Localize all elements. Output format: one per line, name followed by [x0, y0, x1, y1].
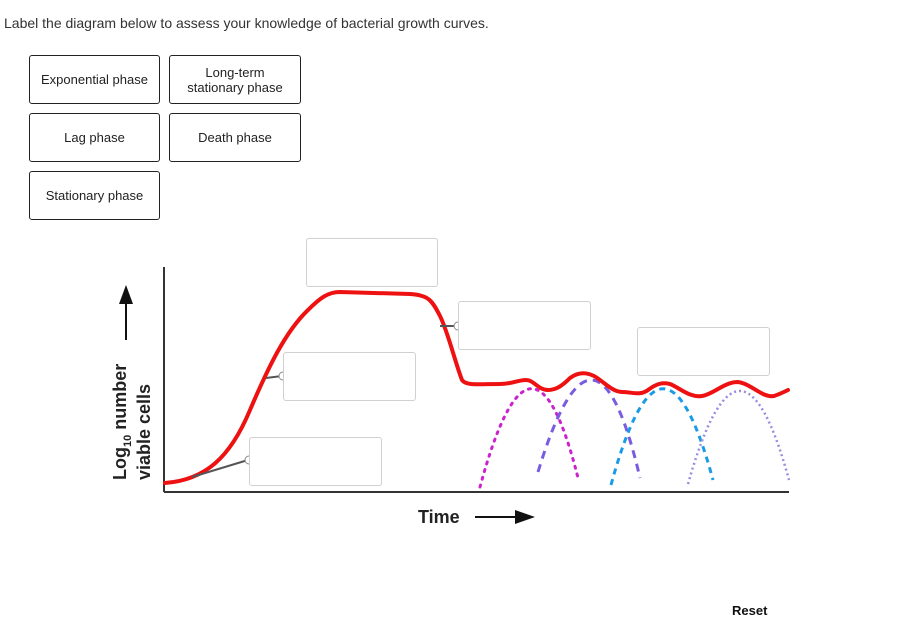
label-long-term-line: stationary phase [187, 79, 283, 95]
svg-text:Log10 number: Log10 number [110, 364, 134, 480]
instructions: Label the diagram below to assess your k… [4, 15, 489, 31]
x-axis-arrow-head [515, 510, 535, 524]
drop-target-long-term-stationary[interactable] [637, 327, 770, 376]
drop-target-exponential[interactable] [283, 352, 416, 401]
leader-line-lag [191, 459, 249, 478]
drop-target-death[interactable] [458, 301, 591, 350]
regrowth-curve-blue [609, 387, 715, 486]
label-exponential-phase[interactable]: Exponential phase [29, 55, 160, 104]
regrowth-curve-magenta [478, 387, 580, 489]
reset-button[interactable]: Reset [732, 603, 768, 618]
y-axis-arrow-head [119, 285, 133, 304]
drop-target-stationary[interactable] [306, 238, 438, 287]
y-label-log: Log [110, 447, 130, 480]
regrowth-curve-purple [536, 378, 642, 479]
growth-curve [163, 290, 790, 485]
label-lag-phase[interactable]: Lag phase [29, 113, 160, 162]
label-long-term-stationary-phase[interactable]: Long-term stationary phase [169, 55, 301, 104]
y-axis-label: Log10 number viable cells [110, 364, 154, 480]
y-label-line2: viable cells [134, 384, 154, 480]
regrowth-curve-lavender [686, 389, 791, 485]
y-label-sub: 10 [122, 435, 134, 447]
x-axis-label: Time [418, 507, 460, 527]
label-stationary-phase[interactable]: Stationary phase [29, 171, 160, 220]
y-label-number: number [110, 364, 130, 435]
label-long-term-line: Long-term [205, 64, 265, 80]
label-death-phase[interactable]: Death phase [169, 113, 301, 162]
drop-target-lag[interactable] [249, 437, 382, 486]
